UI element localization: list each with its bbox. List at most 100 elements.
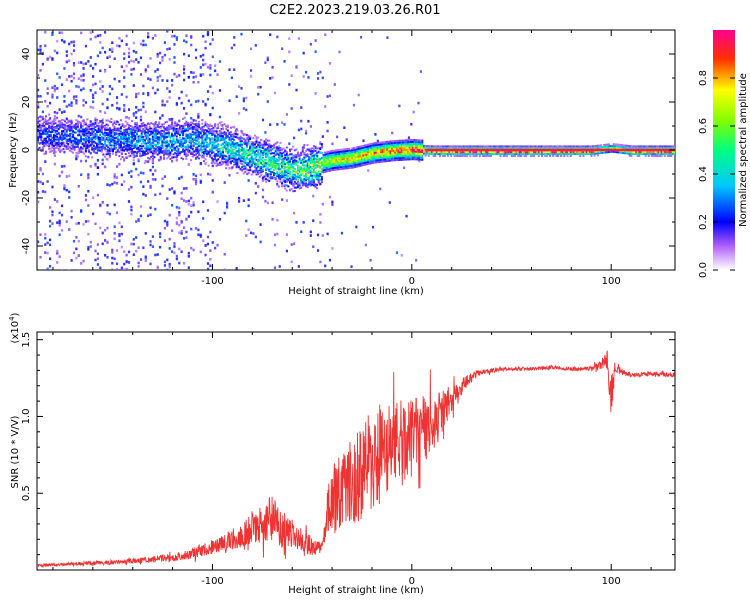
heat-cell	[46, 131, 49, 134]
heat-cell	[99, 140, 102, 143]
heat-cell	[41, 115, 44, 118]
heat-cell	[99, 131, 102, 134]
heat-cell	[407, 156, 410, 159]
heat-cell	[188, 146, 191, 149]
heat-cell	[328, 162, 331, 165]
heat-speck	[51, 185, 54, 189]
heat-cell	[301, 167, 304, 170]
heat-cell	[322, 159, 325, 162]
heat-cell	[335, 166, 338, 169]
heat-cell	[86, 143, 89, 146]
heat-cell	[199, 144, 202, 147]
heat-speck	[187, 215, 190, 218]
heat-speck	[261, 118, 265, 122]
heat-cell	[303, 158, 306, 161]
heat-cell	[40, 136, 43, 139]
heat-cell	[100, 119, 103, 122]
heat-cell	[378, 160, 381, 163]
heat-cell	[175, 141, 178, 144]
heat-cell	[279, 175, 282, 178]
heat-cell	[295, 155, 298, 158]
heat-speck	[214, 69, 217, 73]
heat-cell	[279, 149, 282, 152]
heat-speck	[159, 116, 162, 120]
heat-speck	[151, 245, 155, 248]
heat-cell	[183, 140, 186, 143]
heat-speck	[185, 218, 188, 221]
heat-cell	[57, 142, 60, 145]
heat-speck	[254, 44, 257, 47]
heat-cell	[255, 162, 258, 165]
heat-cell	[229, 162, 232, 165]
heat-cell	[287, 178, 290, 181]
heat-speck	[168, 237, 171, 241]
heat-speck	[154, 178, 157, 181]
heat-cell	[201, 156, 204, 159]
heat-cell	[220, 123, 223, 126]
heat-cell	[295, 171, 298, 174]
heat-cell	[252, 170, 255, 173]
heat-cell	[206, 154, 209, 157]
heat-cell	[70, 127, 73, 130]
heat-cell	[389, 148, 392, 151]
heat-cell	[91, 124, 94, 127]
heat-cell	[209, 154, 212, 157]
heat-cell	[150, 151, 153, 154]
heat-cell	[137, 137, 140, 140]
heat-cell	[427, 150, 430, 153]
heat-cell	[185, 157, 188, 160]
heat-cell	[166, 132, 169, 135]
heat-cell	[410, 146, 413, 149]
heat-cell	[250, 146, 253, 149]
heat-cell	[51, 139, 54, 142]
heat-cell	[311, 159, 314, 162]
heat-cell	[48, 139, 51, 142]
heat-cell	[158, 122, 161, 125]
heat-speck	[161, 177, 164, 181]
heat-speck	[72, 62, 76, 65]
heat-cell	[48, 130, 51, 133]
heat-cell	[343, 156, 346, 159]
heat-speck	[192, 173, 195, 176]
heat-cell	[325, 168, 328, 171]
heat-speck	[345, 138, 348, 141]
heat-cell	[54, 118, 57, 121]
heat-cell	[266, 150, 269, 153]
heat-cell	[421, 139, 424, 142]
heat-cell	[103, 127, 106, 130]
heat-cell	[295, 148, 298, 151]
heat-cell	[143, 139, 146, 142]
heat-cell	[295, 156, 298, 159]
heat-speck	[113, 181, 116, 184]
heat-cell	[368, 143, 371, 146]
heat-cell	[253, 151, 256, 154]
heat-cell	[405, 156, 408, 159]
heat-speck	[46, 92, 49, 95]
heat-cell	[418, 143, 421, 146]
heat-speck	[202, 100, 205, 103]
heat-cell	[429, 151, 432, 154]
heat-cell	[89, 137, 92, 140]
heat-speck	[374, 133, 377, 136]
heat-cell	[233, 126, 236, 129]
heat-cell	[91, 140, 94, 143]
heat-cell	[421, 158, 424, 161]
heat-speck	[154, 207, 157, 211]
heat-cell	[233, 151, 236, 154]
heat-cell	[397, 151, 400, 154]
heat-cell	[405, 141, 408, 144]
heat-speck	[120, 65, 123, 69]
heat-cell	[287, 154, 290, 157]
heat-cell	[177, 130, 180, 133]
heat-speck	[144, 194, 147, 197]
heat-cell	[48, 145, 51, 148]
heat-cell	[284, 176, 287, 179]
heat-speck	[108, 212, 111, 216]
heat-cell	[188, 125, 191, 128]
heat-cell	[250, 169, 253, 172]
heat-cell	[276, 182, 279, 185]
heat-cell	[206, 122, 209, 125]
heat-cell	[127, 144, 130, 147]
heat-cell	[362, 146, 365, 149]
heat-cell	[375, 149, 378, 152]
